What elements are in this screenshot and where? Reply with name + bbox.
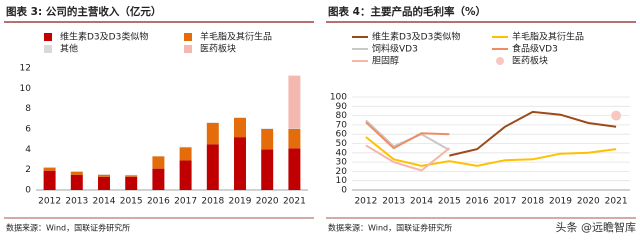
chart-title: 图表 3: 公司的主营收入（亿元） [6, 5, 161, 18]
line [365, 121, 450, 150]
source: 数据来源：Wind，国联证券研究所 [328, 223, 452, 233]
x-tick-label: 2019 [229, 197, 252, 207]
y-tick-label: 2 [25, 165, 31, 175]
y-tick-label: 0 [25, 186, 31, 196]
bar-segment [261, 129, 274, 150]
y-tick-label: 6 [25, 125, 31, 135]
x-tick-label: 2012 [38, 197, 61, 207]
bar-segment [70, 174, 83, 190]
bar-segment [234, 117, 246, 138]
x-tick-label: 2017 [493, 197, 516, 207]
bar-segment [234, 137, 246, 190]
bar-segment [43, 167, 56, 168]
bar-segment [206, 144, 219, 190]
y-tick-label: 10 [20, 84, 32, 94]
x-tick-label: 2020 [256, 197, 279, 207]
legend-swatch [44, 33, 52, 41]
y-tick-label: 0 [341, 186, 347, 196]
bar-segment [98, 174, 110, 177]
x-tick-label: 2016 [147, 197, 170, 207]
y-tick-label: 20 [336, 167, 348, 177]
bar-segment [125, 176, 138, 190]
bar-segment [43, 167, 56, 171]
y-tick-label: 90 [336, 102, 348, 112]
bar-segment [70, 171, 83, 175]
y-tick-label: 80 [336, 111, 348, 121]
x-tick-label: 2013 [382, 197, 405, 207]
bar-segment [98, 176, 110, 190]
x-tick-label: 2015 [438, 197, 461, 207]
y-tick-label: 12 [20, 64, 31, 74]
x-tick-label: 2017 [174, 197, 197, 207]
x-tick-label: 2012 [354, 197, 377, 207]
y-tick-label: 4 [25, 145, 31, 155]
x-tick-label: 2015 [120, 197, 143, 207]
x-tick-label: 2014 [93, 197, 116, 207]
bar-segment [288, 128, 301, 129]
legend-swatch [496, 57, 504, 65]
legend-label: 羊毛脂及其衍生品 [200, 31, 272, 43]
line [365, 136, 617, 167]
y-tick-label: 40 [336, 148, 348, 158]
legend-label: 羊毛脂及其衍生品 [512, 31, 584, 43]
x-tick-label: 2019 [549, 197, 572, 207]
legend-label: 其他 [60, 43, 78, 55]
legend-label: 医药板块 [200, 43, 236, 55]
bar-segment [125, 174, 138, 176]
y-tick-label: 60 [336, 130, 348, 140]
bar-segment [206, 122, 219, 145]
x-tick-label: 2021 [605, 197, 628, 207]
x-tick-label: 2018 [521, 197, 544, 207]
x-tick-label: 2016 [466, 197, 489, 207]
legend-swatch [44, 45, 52, 53]
x-tick-label: 2021 [283, 197, 306, 207]
legend-swatch [184, 45, 192, 53]
bar-segment [234, 117, 246, 118]
x-tick-label: 2020 [577, 197, 600, 207]
bar-segment [125, 175, 138, 177]
bar-segment [206, 122, 219, 123]
bar-segment [152, 168, 165, 190]
y-tick-label: 70 [336, 120, 348, 130]
watermark: 头条 @远瞻智库 [556, 220, 637, 234]
y-tick-label: 10 [336, 176, 348, 186]
line [365, 144, 450, 172]
line [449, 110, 617, 157]
bar-segment [152, 156, 165, 169]
x-tick-label: 2018 [201, 197, 224, 207]
y-tick-label: 8 [25, 104, 31, 114]
source: 数据来源：Wind，国联证券研究所 [6, 223, 130, 233]
bar-segment [288, 75, 301, 129]
chart-title: 图表 4：主要产品的毛利率（%） [328, 5, 486, 18]
legend-label: 维生素D3及D3类似物 [372, 31, 460, 43]
bar-segment [152, 155, 165, 157]
bar-segment [179, 146, 192, 148]
x-tick-label: 2014 [410, 197, 433, 207]
legend-label: 食品级VD3 [512, 43, 558, 55]
bar-segment [288, 129, 301, 149]
y-tick-label: 30 [336, 158, 348, 168]
legend-label: 维生素D3及D3类似物 [60, 31, 148, 43]
bar-segment [98, 174, 110, 175]
bar-segment [179, 147, 192, 161]
bar-segment [261, 128, 274, 129]
bar-segment [179, 160, 192, 190]
bar-segment [43, 170, 56, 190]
y-tick-label: 100 [330, 93, 347, 103]
y-tick-label: 50 [336, 139, 348, 149]
legend-label: 胆固醇 [372, 55, 399, 67]
x-tick-label: 2013 [65, 197, 88, 207]
bar-segment [261, 149, 274, 190]
legend-swatch [184, 33, 192, 41]
legend-label: 饲料级VD3 [372, 43, 418, 55]
marker [611, 110, 622, 121]
bar-segment [70, 171, 83, 172]
legend-label: 医药板块 [512, 55, 548, 67]
bar-segment [288, 148, 301, 190]
